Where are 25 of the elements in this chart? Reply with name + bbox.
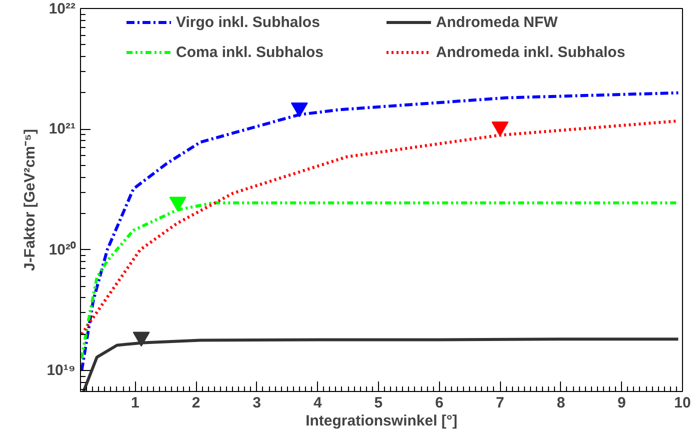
- y-tick-label: 10²⁰: [48, 240, 76, 258]
- y-tick-label: 10²¹: [48, 120, 76, 138]
- x-tick-label: 5: [374, 394, 383, 412]
- x-tick-label: 9: [618, 394, 626, 412]
- x-tick-label: 4: [313, 394, 322, 412]
- line-series: [80, 91, 680, 372]
- point: [492, 121, 509, 136]
- x-tick-label: 2: [192, 394, 200, 412]
- y-tick-label: 10²²: [48, 0, 76, 18]
- x-tick-label: 1: [131, 394, 140, 412]
- x-tick-label: 7: [496, 394, 504, 412]
- legend-label: Andromeda inkl. Subhalos: [436, 44, 626, 60]
- legend-label: Andromeda NFW: [436, 14, 559, 30]
- y-axis-title: J-Faktor [GeV²cm⁻⁵]: [22, 128, 39, 272]
- x-tick-label: 8: [556, 394, 566, 412]
- x-tick-label: 3: [252, 394, 262, 412]
- x-tick-label: 10: [674, 394, 691, 412]
- point: [132, 332, 150, 347]
- point: [290, 102, 308, 118]
- point: [169, 196, 186, 212]
- y-tick-label: 10¹⁹: [46, 362, 76, 380]
- legend-label: Coma inkl. Subhalos: [176, 44, 325, 60]
- legend-label: Virgo inkl. Subhalos: [176, 14, 321, 30]
- x-axis-title: Integrationswinkel [°]: [306, 412, 458, 430]
- x-tick-label: 6: [435, 394, 444, 412]
